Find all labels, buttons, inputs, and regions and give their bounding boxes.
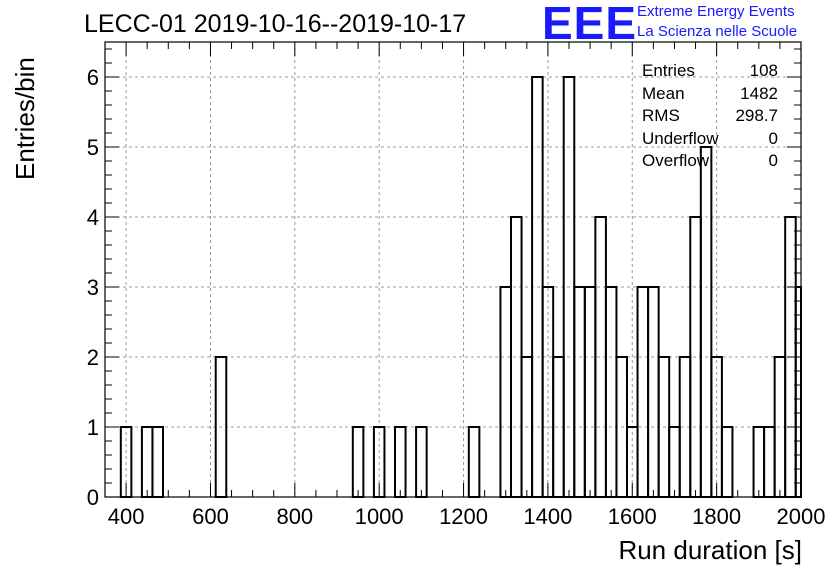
histogram-bin — [604, 286, 618, 498]
histogram-bin — [467, 426, 481, 498]
stats-row-mean: Mean 1482 — [642, 83, 778, 106]
x-tick-label: 1800 — [692, 504, 741, 529]
histogram-bin — [668, 426, 681, 498]
stats-row-rms: RMS 298.7 — [642, 105, 778, 128]
stats-label: Overflow — [642, 151, 710, 170]
y-tick-label: 6 — [87, 65, 99, 90]
logo-line-2: La Scienza nelle Scuole — [637, 23, 798, 40]
stats-value: 0 — [768, 128, 778, 148]
y-tick-label: 3 — [87, 275, 99, 300]
stats-label: Entries — [642, 61, 695, 80]
x-tick-label: 1600 — [608, 504, 657, 529]
y-tick-label: 4 — [87, 205, 99, 230]
y-tick-label: 2 — [87, 345, 99, 370]
stats-value: 298.7 — [735, 106, 778, 125]
x-tick-label: 600 — [192, 504, 229, 529]
x-tick-label: 800 — [276, 504, 313, 529]
histogram-bin — [415, 426, 428, 498]
x-axis-label: Run duration [s] — [618, 535, 802, 565]
eee-logo: EEE — [542, 0, 638, 49]
x-tick-label: 1200 — [439, 504, 488, 529]
x-tick-label: 1000 — [355, 504, 404, 529]
histogram-bin — [140, 426, 154, 498]
histogram-bin — [794, 286, 803, 498]
logo-line-1: Extreme Energy Events — [637, 3, 795, 20]
plot-frame — [104, 41, 802, 498]
x-tick-label: 400 — [108, 504, 145, 529]
stats-value: 108 — [749, 61, 778, 80]
histogram-bin — [699, 146, 713, 498]
stats-row-entries: Entries 108 — [642, 60, 778, 83]
stats-row-overflow: Overflow 0 — [642, 150, 778, 173]
stats-value: 0 — [768, 151, 778, 170]
x-tick-label: 1400 — [523, 504, 572, 529]
y-tick-label: 1 — [87, 415, 99, 440]
histogram-bin — [647, 286, 660, 498]
histogram-bin — [351, 426, 365, 498]
histogram-bin — [151, 426, 164, 498]
stats-label: RMS — [642, 106, 680, 125]
stats-label: Mean — [642, 83, 685, 103]
histogram-bin — [394, 426, 407, 498]
histogram-bin — [499, 286, 513, 498]
y-tick-label: 0 — [87, 485, 99, 510]
histogram-bin — [636, 286, 650, 498]
stats-value: 1482 — [740, 83, 778, 103]
stats-box: Entries 108 Mean 1482 RMS 298.7 Underflo… — [642, 60, 778, 173]
stats-row-underflow: Underflow 0 — [642, 128, 778, 151]
y-tick-label: 5 — [87, 135, 99, 160]
histogram-bin — [720, 426, 734, 498]
histogram-bin — [752, 426, 766, 498]
histogram-bin — [763, 426, 776, 498]
chart-title: LECC-01 2019-10-16--2019-10-17 — [84, 10, 467, 38]
stats-label: Underflow — [642, 128, 719, 148]
histogram-bin — [583, 286, 597, 498]
x-tick-label: 2000 — [777, 504, 826, 529]
histogram-bin — [573, 286, 586, 498]
